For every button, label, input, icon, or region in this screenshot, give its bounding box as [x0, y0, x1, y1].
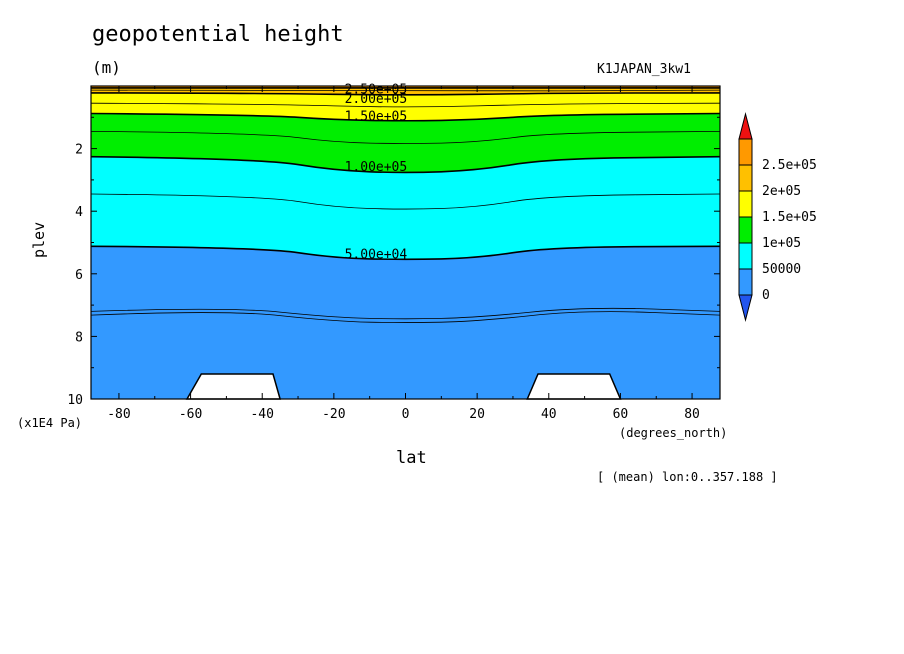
x-axis-unit: (degrees_north)	[619, 426, 728, 440]
colorbar-extend-high	[738, 112, 753, 140]
x-tick-label: -80	[107, 407, 130, 422]
colorbar-label: 50000	[762, 262, 801, 277]
x-tick-label: 40	[541, 407, 557, 422]
x-tick-label: -40	[250, 407, 273, 422]
colorbar-label: 1e+05	[762, 236, 801, 251]
chart-units: (m)	[92, 58, 121, 77]
colorbar-segment	[738, 216, 753, 244]
masked-region-0	[185, 373, 282, 400]
contour-line-minor-1	[90, 102, 721, 108]
chart-title: geopotential height	[92, 22, 344, 47]
contour-line-minor-5	[90, 311, 721, 323]
colorbar-segment	[738, 268, 753, 296]
y-tick-label: 2	[75, 143, 83, 158]
contour-line-150000	[90, 112, 721, 122]
colorbar-label: 0	[762, 288, 770, 303]
contour-label: 2.00e+05	[345, 92, 408, 107]
contour-label: 5.00e+04	[345, 247, 408, 262]
x-tick-label: 80	[684, 407, 700, 422]
contour-line-minor-4	[90, 307, 721, 320]
colorbar-label: 2e+05	[762, 184, 801, 199]
mean-note: [ (mean) lon:0..357.188 ]	[597, 470, 778, 484]
contour-line-minor-2	[90, 131, 721, 144]
x-tick-label: 0	[402, 407, 410, 422]
x-tick-label: -60	[179, 407, 202, 422]
colorbar-extend-low	[738, 294, 753, 322]
colorbar-segment	[738, 164, 753, 192]
x-tick-label: 20	[469, 407, 485, 422]
y-tick-label: 6	[75, 268, 83, 283]
masked-region-1	[526, 373, 622, 400]
y-axis-unit: (x1E4 Pa)	[17, 416, 83, 430]
y-tick-label: 8	[75, 330, 83, 345]
colorbar-segment	[738, 242, 753, 270]
contour-line-minor-3	[90, 193, 721, 210]
colorbar-segment	[738, 190, 753, 218]
x-tick-label: 60	[613, 407, 629, 422]
contour-label: 1.00e+05	[345, 160, 408, 175]
colorbar-label: 2.5e+05	[762, 158, 817, 173]
contour-label: 1.50e+05	[345, 110, 408, 125]
dataset-name: K1JAPAN_3kw1	[597, 62, 691, 77]
band-fill-150000-200000	[91, 86, 720, 121]
x-axis-label: lat	[396, 448, 427, 468]
contour-line-50000	[90, 245, 721, 261]
y-tick-label: 4	[75, 205, 83, 220]
contour-line-200000	[90, 92, 721, 96]
colorbar-label: 1.5e+05	[762, 210, 817, 225]
contour-line-100000	[90, 155, 721, 174]
x-tick-label: -20	[322, 407, 345, 422]
colorbar-segment	[738, 138, 753, 166]
y-tick-label: 10	[67, 393, 83, 408]
